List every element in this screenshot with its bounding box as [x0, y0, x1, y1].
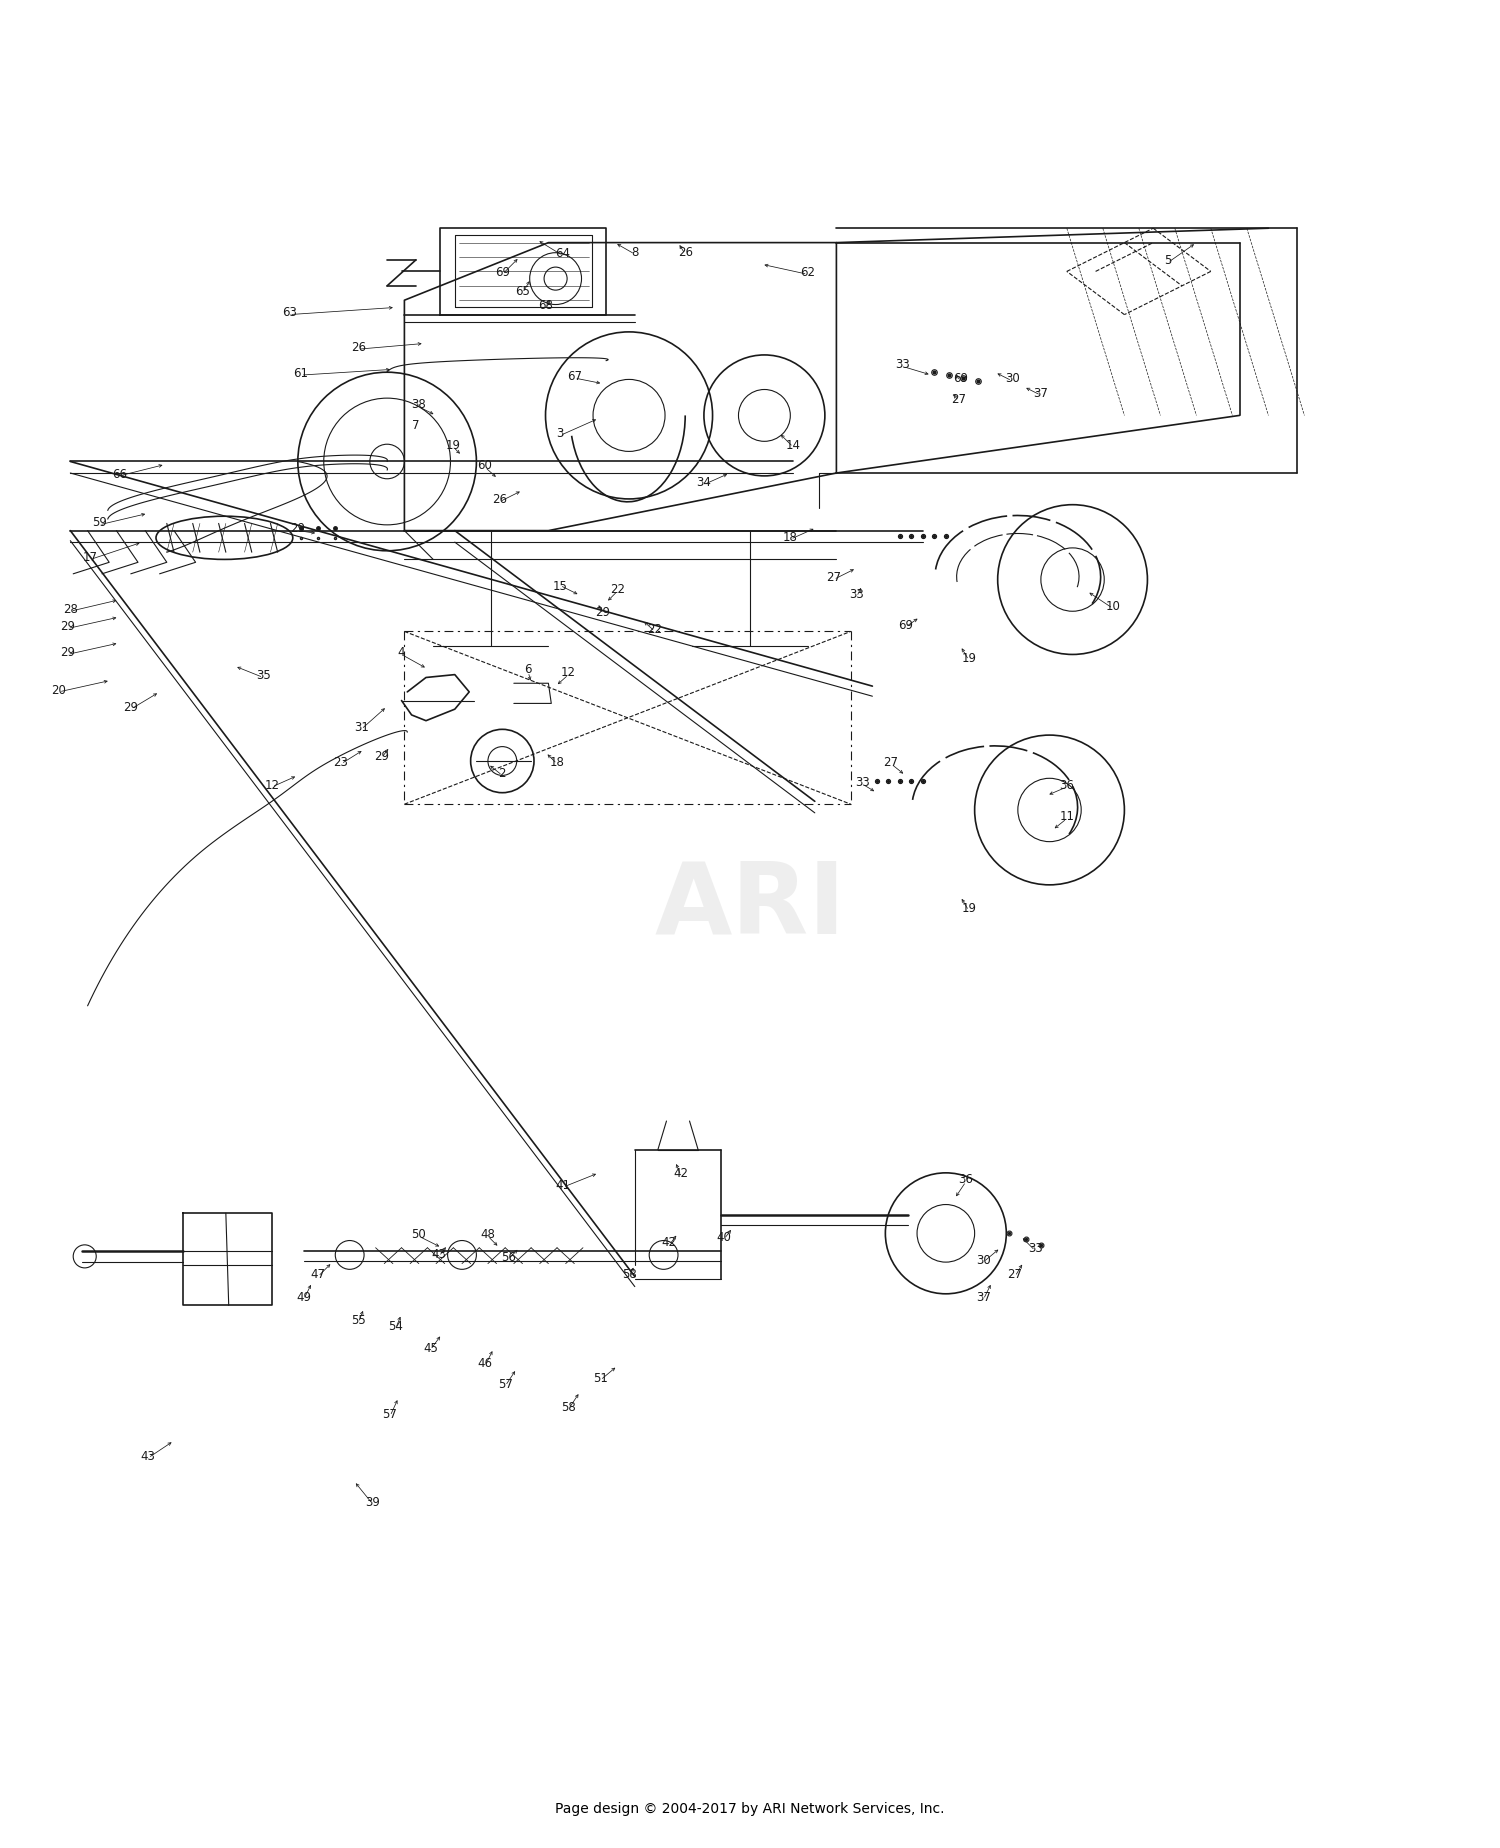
Text: 31: 31 [354, 721, 369, 734]
Text: 26: 26 [351, 340, 366, 353]
Text: 64: 64 [555, 248, 570, 261]
Text: 6: 6 [525, 663, 532, 676]
Text: 4: 4 [398, 645, 405, 658]
Text: 29: 29 [60, 645, 75, 658]
Text: 40: 40 [717, 1231, 732, 1244]
Text: 8: 8 [632, 246, 639, 259]
Text: 30: 30 [976, 1253, 990, 1266]
Text: 29: 29 [123, 700, 138, 713]
Text: 69: 69 [952, 371, 968, 384]
Text: 62: 62 [800, 266, 814, 279]
Text: 33: 33 [896, 359, 910, 371]
Text: 67: 67 [567, 370, 582, 383]
Text: 27: 27 [884, 756, 898, 769]
Text: ARI: ARI [654, 857, 846, 954]
Text: 17: 17 [82, 551, 98, 564]
Text: 3: 3 [556, 427, 564, 440]
Text: 41: 41 [555, 1179, 570, 1192]
Text: 27: 27 [827, 571, 842, 584]
Text: 26: 26 [492, 493, 507, 506]
Text: 50: 50 [411, 1227, 426, 1240]
Text: 20: 20 [51, 684, 66, 697]
Text: 22: 22 [648, 623, 663, 636]
Text: 19: 19 [962, 652, 976, 665]
Text: 37: 37 [1034, 386, 1048, 399]
Text: 19: 19 [446, 438, 460, 451]
Text: 29: 29 [60, 619, 75, 632]
Text: 42: 42 [674, 1166, 688, 1179]
Text: 26: 26 [678, 246, 693, 259]
Text: 48: 48 [480, 1227, 495, 1240]
Text: 47: 47 [310, 1268, 326, 1281]
Text: 55: 55 [351, 1314, 366, 1327]
Text: 61: 61 [292, 366, 308, 379]
Text: 22: 22 [610, 582, 626, 595]
Text: 34: 34 [696, 477, 711, 490]
Text: 33: 33 [1028, 1242, 1042, 1255]
Text: 37: 37 [976, 1290, 990, 1303]
Text: 43: 43 [141, 1449, 156, 1462]
Text: 10: 10 [1106, 599, 1120, 614]
Text: 18: 18 [549, 756, 564, 769]
Text: 28: 28 [63, 602, 78, 615]
Text: 19: 19 [962, 902, 976, 915]
Text: 69: 69 [898, 619, 914, 632]
Text: 58: 58 [561, 1401, 576, 1414]
Text: 69: 69 [495, 266, 510, 279]
Text: 27: 27 [951, 392, 966, 405]
Text: 27: 27 [1008, 1268, 1023, 1281]
Text: 39: 39 [366, 1495, 380, 1508]
Text: 42: 42 [662, 1236, 676, 1249]
Text: Page design © 2004-2017 by ARI Network Services, Inc.: Page design © 2004-2017 by ARI Network S… [555, 1800, 945, 1815]
Text: 29: 29 [291, 521, 306, 534]
Text: 56: 56 [501, 1251, 516, 1264]
Text: 12: 12 [264, 778, 279, 791]
Text: 60: 60 [477, 458, 492, 471]
Text: 63: 63 [282, 307, 297, 320]
Text: 36: 36 [958, 1172, 974, 1185]
Text: 29: 29 [596, 606, 610, 619]
Text: 65: 65 [514, 285, 529, 298]
Text: 45: 45 [423, 1342, 438, 1355]
Text: 33: 33 [855, 776, 870, 789]
Text: 14: 14 [786, 438, 801, 451]
Text: 5: 5 [1164, 255, 1172, 268]
Text: 57: 57 [382, 1406, 398, 1419]
Text: 15: 15 [552, 580, 567, 593]
Text: 36: 36 [1059, 778, 1074, 791]
Text: 12: 12 [561, 665, 576, 678]
Text: 66: 66 [112, 468, 128, 480]
Text: 7: 7 [413, 418, 420, 431]
Text: 59: 59 [92, 516, 106, 529]
Text: 58: 58 [621, 1268, 636, 1281]
Text: 33: 33 [849, 588, 864, 601]
Text: 30: 30 [1005, 371, 1020, 384]
Text: 2: 2 [498, 767, 506, 780]
Text: 54: 54 [388, 1319, 404, 1332]
Text: 18: 18 [783, 530, 798, 543]
Text: 38: 38 [411, 397, 426, 410]
Text: 29: 29 [374, 748, 388, 763]
Text: 23: 23 [333, 756, 348, 769]
Text: 35: 35 [256, 669, 270, 682]
Text: 49: 49 [296, 1290, 310, 1303]
Text: 11: 11 [1059, 809, 1074, 822]
Text: 51: 51 [592, 1371, 608, 1384]
Text: 57: 57 [498, 1377, 513, 1390]
Text: 46: 46 [477, 1356, 492, 1369]
Text: 68: 68 [538, 299, 554, 312]
Text: 43: 43 [432, 1247, 447, 1260]
